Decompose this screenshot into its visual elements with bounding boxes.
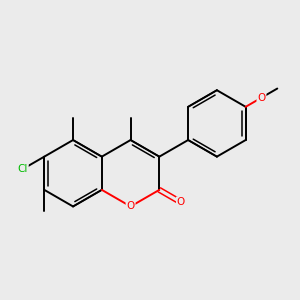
Text: O: O (177, 197, 185, 207)
Text: Cl: Cl (17, 164, 28, 174)
Text: O: O (127, 202, 135, 212)
Text: O: O (257, 93, 266, 103)
